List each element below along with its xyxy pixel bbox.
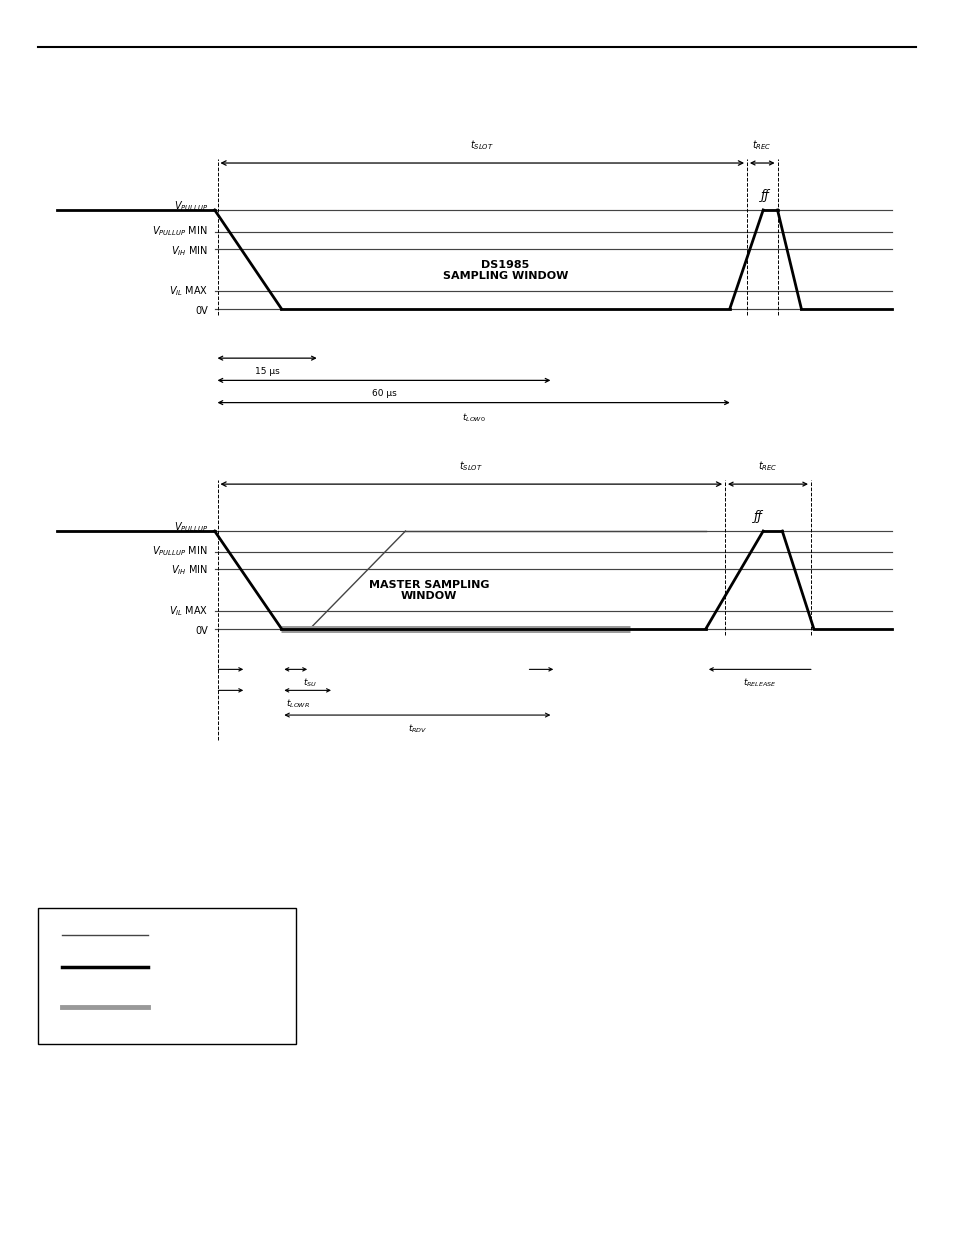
Text: $V_{IL}$ MAX: $V_{IL}$ MAX xyxy=(169,284,208,299)
Text: $V_{PULLUP}$: $V_{PULLUP}$ xyxy=(173,520,208,535)
Text: $t_{LOWR}$: $t_{LOWR}$ xyxy=(286,698,310,710)
Text: DS1985
SAMPLING WINDOW: DS1985 SAMPLING WINDOW xyxy=(442,259,568,282)
Text: $V_{PULLUP}$ MIN: $V_{PULLUP}$ MIN xyxy=(152,224,208,238)
Text: MASTER SAMPLING
WINDOW: MASTER SAMPLING WINDOW xyxy=(369,579,489,601)
Text: 60 µs: 60 µs xyxy=(372,389,395,398)
Text: $t_{SU}$: $t_{SU}$ xyxy=(303,677,316,689)
Text: $t_{REC}$: $t_{REC}$ xyxy=(752,138,771,152)
Text: 15 µs: 15 µs xyxy=(254,367,279,375)
Text: ƒƒ: ƒƒ xyxy=(760,189,769,201)
Text: $t_{LOW0}$: $t_{LOW0}$ xyxy=(461,411,485,424)
Text: $V_{IH}$ MIN: $V_{IH}$ MIN xyxy=(171,563,208,578)
Text: $t_{REC}$: $t_{REC}$ xyxy=(758,459,777,473)
Text: 0V: 0V xyxy=(195,626,208,636)
Text: $V_{PULLUP}$: $V_{PULLUP}$ xyxy=(173,199,208,214)
Text: 0V: 0V xyxy=(195,306,208,316)
Text: $V_{IL}$ MAX: $V_{IL}$ MAX xyxy=(169,604,208,619)
Text: $t_{SLOT}$: $t_{SLOT}$ xyxy=(458,459,483,473)
Text: $t_{RDV}$: $t_{RDV}$ xyxy=(407,722,427,735)
Text: $V_{IH}$ MIN: $V_{IH}$ MIN xyxy=(171,243,208,258)
Text: $V_{PULLUP}$ MIN: $V_{PULLUP}$ MIN xyxy=(152,543,208,558)
Text: ƒƒ: ƒƒ xyxy=(753,510,762,522)
Text: $t_{RELEASE}$: $t_{RELEASE}$ xyxy=(742,677,776,689)
FancyBboxPatch shape xyxy=(38,908,295,1044)
Text: $t_{SLOT}$: $t_{SLOT}$ xyxy=(470,138,494,152)
